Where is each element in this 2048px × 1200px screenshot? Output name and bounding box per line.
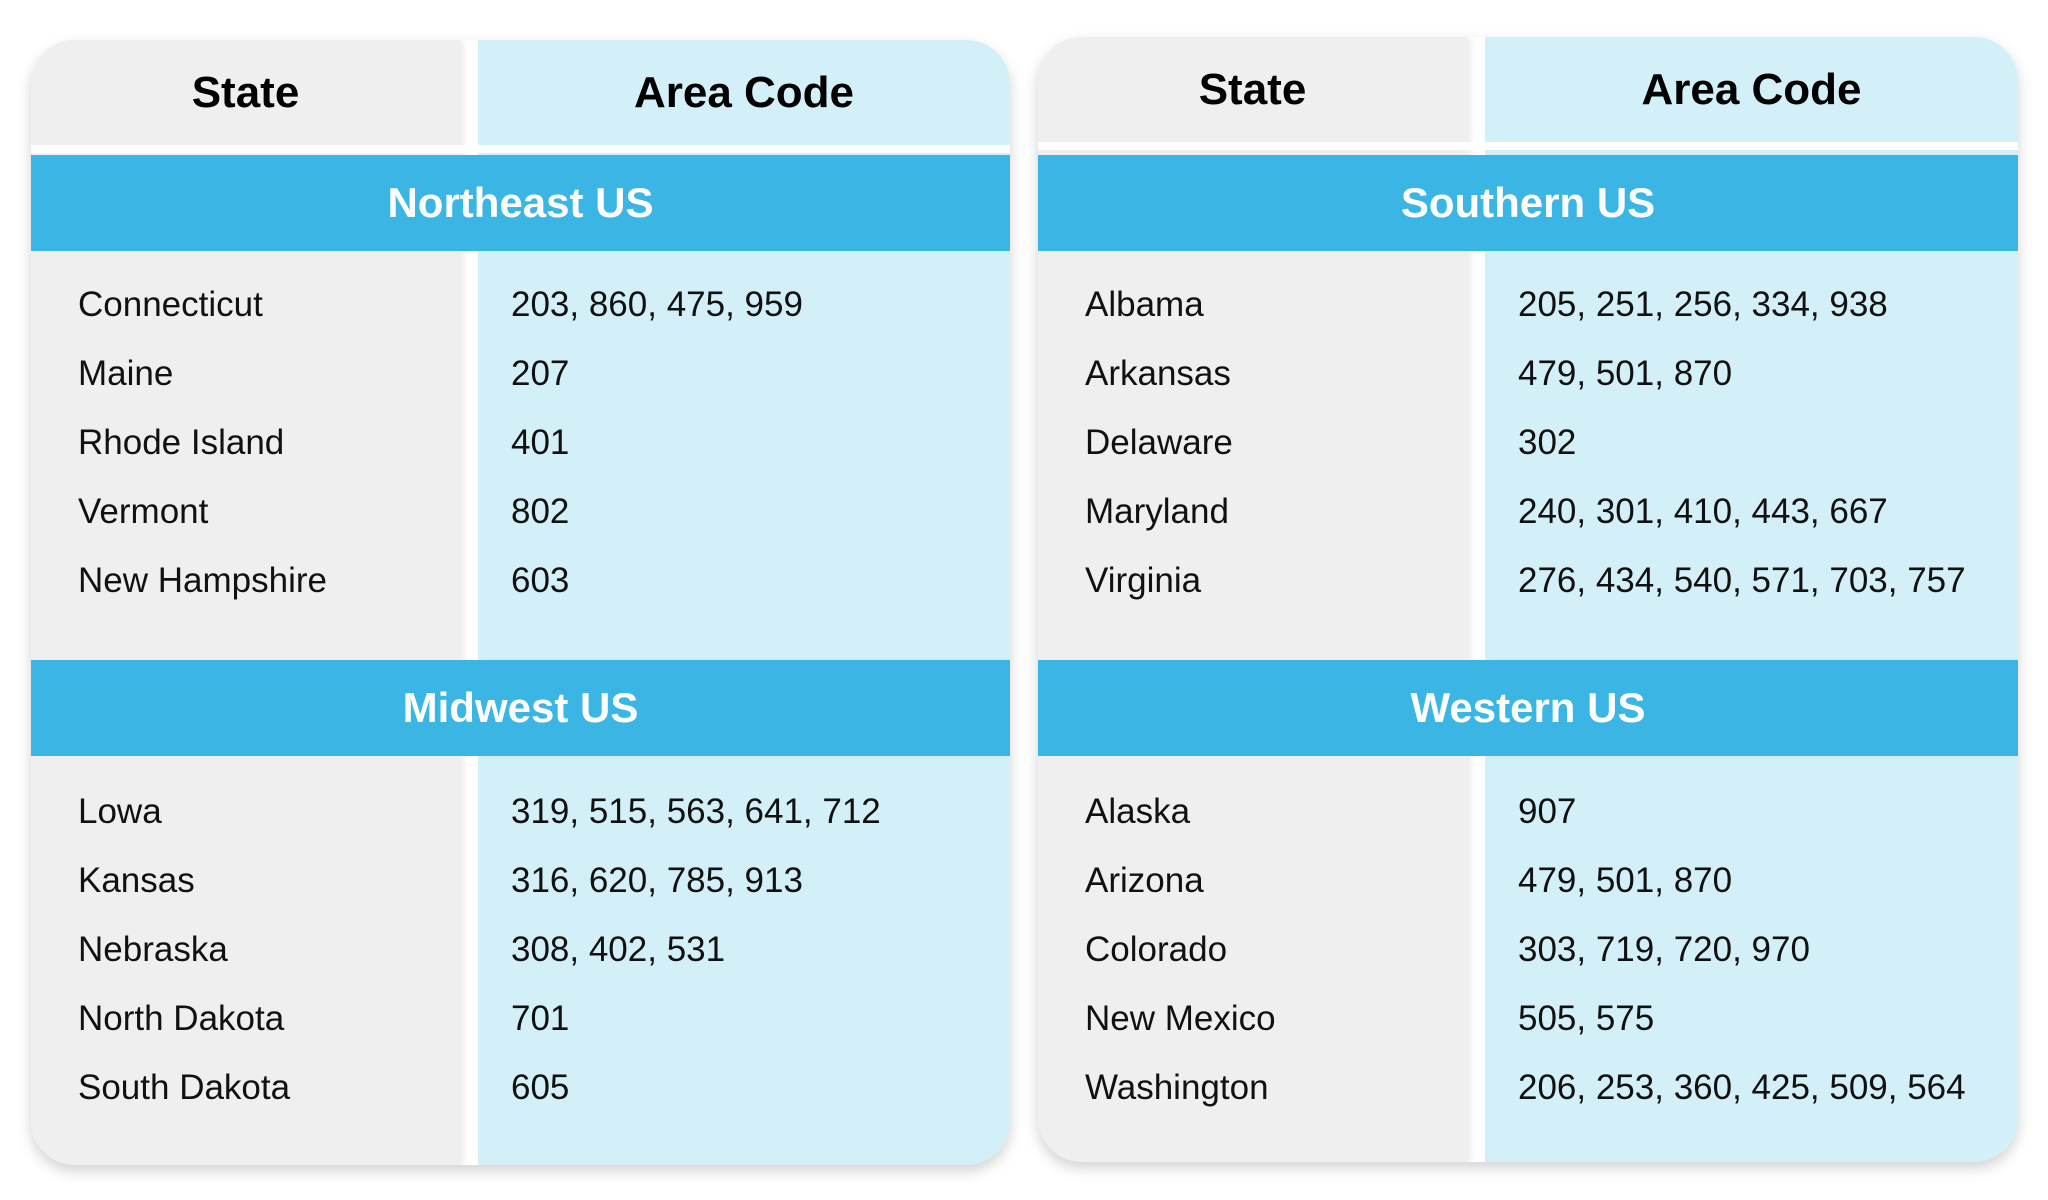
table-row: Arkansas 479, 501, 870 [1038, 339, 2018, 408]
state-cell: Kansas [78, 860, 195, 900]
state-cell: New Hampshire [78, 560, 327, 600]
area-code-cell: 603 [511, 560, 570, 600]
state-cell: North Dakota [78, 998, 285, 1038]
area-code-cell: 207 [511, 353, 570, 393]
area-code-cell: 240, 301, 410, 443, 667 [1518, 491, 1888, 531]
area-code-cell: 479, 501, 870 [1518, 353, 1733, 393]
state-cell: Rhode Island [78, 422, 285, 462]
table-row: Kansas 316, 620, 785, 913 [31, 846, 1010, 915]
table-row: Nebraska 308, 402, 531 [31, 915, 1010, 984]
area-code-cell: 605 [511, 1067, 570, 1107]
state-cell: Connecticut [78, 284, 263, 324]
table-row: South Dakota 605 [31, 1053, 1010, 1122]
area-code-cell: 701 [511, 998, 570, 1038]
state-cell: Colorado [1085, 929, 1228, 969]
area-code-table-left: State Area Code Northeast US Midwest US … [31, 40, 1010, 1165]
state-header: State [1198, 64, 1307, 114]
area-code-cell: 907 [1518, 791, 1577, 831]
table-row: Lowa 319, 515, 563, 641, 712 [31, 777, 1010, 846]
area-code-cell: 206, 253, 360, 425, 509, 564 [1518, 1067, 1966, 1107]
state-cell: South Dakota [78, 1067, 291, 1107]
state-cell: Washington [1085, 1067, 1269, 1107]
state-cell: Virginia [1085, 560, 1202, 600]
state-cell: Delaware [1085, 422, 1233, 462]
state-cell: New Mexico [1085, 998, 1276, 1038]
state-cell: Alaska [1085, 791, 1191, 831]
table-row: Maryland 240, 301, 410, 443, 667 [1038, 477, 2018, 546]
header-divider [31, 145, 1010, 153]
area-code-cell: 316, 620, 785, 913 [511, 860, 803, 900]
area-code-cell: 205, 251, 256, 334, 938 [1518, 284, 1888, 324]
area-code-cell: 203, 860, 475, 959 [511, 284, 803, 324]
state-cell: Maryland [1085, 491, 1229, 531]
table-row: New Hampshire 603 [31, 546, 1010, 615]
area-code-cell: 319, 515, 563, 641, 712 [511, 791, 881, 831]
table-row: Delaware 302 [1038, 408, 2018, 477]
region-band: Western US [1038, 660, 2018, 756]
area-code-cell: 303, 719, 720, 970 [1518, 929, 1810, 969]
table-row: Arizona 479, 501, 870 [1038, 846, 2018, 915]
table-row: Colorado 303, 719, 720, 970 [1038, 915, 2018, 984]
area-code-header: Area Code [1641, 64, 1862, 114]
table-row: New Mexico 505, 575 [1038, 984, 2018, 1053]
region-band: Northeast US [31, 155, 1010, 251]
area-code-cell: 276, 434, 540, 571, 703, 757 [1518, 560, 1966, 600]
area-code-table-right: State Area Code Southern US Western US A… [1038, 37, 2018, 1162]
region-band: Southern US [1038, 155, 2018, 251]
state-header: State [191, 67, 300, 117]
area-code-cell: 479, 501, 870 [1518, 860, 1733, 900]
state-cell: Maine [78, 353, 174, 393]
table-row: Alaska 907 [1038, 777, 2018, 846]
state-cell: Nebraska [78, 929, 228, 969]
table-row: Rhode Island 401 [31, 408, 1010, 477]
table-row: Albama 205, 251, 256, 334, 938 [1038, 270, 2018, 339]
table-row: Virginia 276, 434, 540, 571, 703, 757 [1038, 546, 2018, 615]
area-code-cell: 802 [511, 491, 570, 531]
area-code-cell: 308, 402, 531 [511, 929, 726, 969]
table-row: North Dakota 701 [31, 984, 1010, 1053]
table-row: Maine 207 [31, 339, 1010, 408]
state-cell: Lowa [78, 791, 162, 831]
area-code-header: Area Code [633, 67, 855, 117]
table-row: Washington 206, 253, 360, 425, 509, 564 [1038, 1053, 2018, 1122]
area-code-cell: 302 [1518, 422, 1577, 462]
table-row: Vermont 802 [31, 477, 1010, 546]
state-cell: Albama [1085, 284, 1204, 324]
header-divider [1038, 142, 2018, 150]
table-row: Connecticut 203, 860, 475, 959 [31, 270, 1010, 339]
state-cell: Arkansas [1085, 353, 1231, 393]
state-cell: Vermont [78, 491, 209, 531]
area-code-cell: 401 [511, 422, 570, 462]
state-cell: Arizona [1085, 860, 1204, 900]
area-code-cell: 505, 575 [1518, 998, 1655, 1038]
region-band: Midwest US [31, 660, 1010, 756]
